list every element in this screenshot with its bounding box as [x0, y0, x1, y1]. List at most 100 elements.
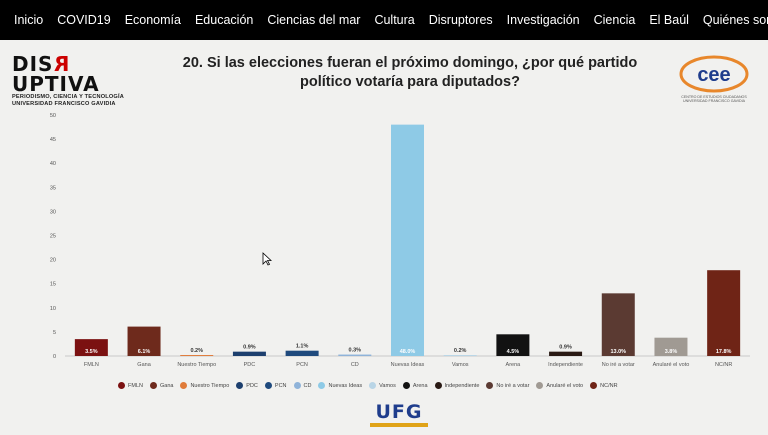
ufg-logo-text: UFG: [375, 401, 423, 423]
legend-item: Nuevas Ideas: [318, 382, 362, 389]
data-label: 13.0%: [610, 349, 626, 355]
category-label: Nuevas Ideas: [391, 362, 425, 368]
y-tick-label: 25: [50, 234, 56, 240]
slide: DISRUPTIVA PERIODISMO, CIENCIA Y TECNOLO…: [0, 40, 768, 435]
bar: [391, 124, 424, 356]
legend-swatch: [590, 382, 598, 389]
y-tick-label: 15: [50, 282, 56, 288]
legend-label: Anularé el voto: [546, 382, 584, 389]
legend-label: Nuestro Tiempo: [190, 382, 230, 389]
legend-item: PCN: [264, 382, 287, 389]
nav-item-quiénes-somos[interactable]: Quiénes somos: [702, 13, 768, 27]
legend-item: NC/NR: [590, 382, 618, 389]
category-label: No iré a votar: [602, 362, 635, 368]
category-label: FMLN: [84, 362, 99, 368]
legend-swatch: [318, 382, 326, 389]
legend-item: No iré a votar: [486, 382, 529, 389]
y-tick-label: 5: [53, 330, 56, 336]
nav-item-inicio[interactable]: Inicio: [14, 13, 44, 27]
legend-label: PCN: [274, 382, 287, 389]
y-tick-label: 40: [50, 161, 56, 167]
legend-label: Gana: [159, 382, 174, 389]
legend-swatch: [486, 382, 494, 389]
question-line-1: 20. Si las elecciones fueran el próximo …: [182, 55, 638, 71]
nav-item-ciencias-del-mar[interactable]: Ciencias del mar: [267, 13, 361, 27]
category-label: PCN: [296, 362, 308, 368]
legend-label: CD: [303, 382, 312, 389]
data-label: 48.0%: [400, 349, 416, 355]
bar: [601, 293, 635, 356]
y-tick-label: 30: [50, 209, 56, 215]
legend-label: Vamos: [379, 382, 396, 389]
y-tick-label: 50: [50, 113, 56, 119]
bar: [443, 355, 477, 356]
data-label: 0.2%: [454, 348, 467, 354]
nav-item-economía[interactable]: Economía: [124, 13, 181, 27]
bar: [285, 350, 319, 356]
cee-logo-text: cee: [697, 64, 730, 86]
disruptiva-logo[interactable]: DISRUPTIVA PERIODISMO, CIENCIA Y TECNOLO…: [12, 52, 132, 108]
bar: [549, 351, 583, 356]
bar: [338, 354, 372, 356]
nav-item-ciencia[interactable]: Ciencia: [593, 13, 636, 27]
data-label: 0.2%: [190, 348, 203, 354]
data-label: 3.8%: [665, 349, 678, 355]
legend-item: PDC: [236, 382, 258, 389]
y-tick-label: 20: [50, 258, 56, 264]
legend-label: PDC: [246, 382, 258, 389]
y-tick-label: 0: [53, 354, 56, 360]
legend-swatch: [434, 382, 442, 389]
data-label: 0.9%: [243, 345, 256, 351]
legend-item: Arena: [402, 382, 428, 389]
y-tick-label: 35: [50, 185, 56, 191]
nav-item-cultura[interactable]: Cultura: [374, 13, 415, 27]
legend-item: Nuestro Tiempo: [180, 382, 229, 389]
legend-swatch: [149, 382, 157, 389]
nav-item-investigación[interactable]: Investigación: [506, 13, 580, 27]
brand-name: DISRUPTIVA: [12, 52, 100, 96]
legend-item: Vamos: [369, 382, 396, 389]
y-tick-label: 45: [50, 137, 56, 143]
chart-legend: FMLN Gana Nuestro Tiempo PDC PCN CD Nuevas Ide…: [118, 382, 625, 389]
mouse-cursor-icon: [262, 252, 272, 266]
nav-item-el-baúl[interactable]: El Baúl: [649, 13, 689, 27]
data-label: 4.5%: [507, 349, 520, 355]
legend-label: NC/NR: [600, 382, 618, 389]
ufg-logo: UFG: [366, 401, 432, 429]
brand-university: UNIVERSIDAD FRANCISCO GAVIDIA: [12, 101, 116, 107]
legend-item: Gana: [149, 382, 174, 389]
chart-question: 20. Si las elecciones fueran el próximo …: [140, 54, 680, 92]
legend-swatch: [402, 382, 410, 389]
nav-item-disruptores[interactable]: Disruptores: [428, 13, 493, 27]
cee-caption: CENTRO DE ESTUDIOS CIUDADANOS: [681, 95, 747, 99]
legend-swatch: [536, 382, 544, 389]
cee-caption-university: UNIVERSIDAD FRANCISCO GAVIDIA: [682, 99, 746, 103]
legend-swatch: [369, 382, 377, 389]
legend-swatch: [118, 382, 125, 389]
legend-label: Nuevas Ideas: [328, 382, 363, 389]
category-label: Nuestro Tiempo: [177, 362, 216, 368]
legend-label: No iré a votar: [496, 382, 530, 389]
bar: [127, 326, 161, 356]
legend-swatch: [293, 382, 301, 389]
legend-swatch: [180, 382, 188, 389]
category-label: Independiente: [548, 362, 583, 368]
category-label: CD: [351, 362, 359, 368]
legend-swatch: [236, 382, 244, 389]
bar: [496, 334, 530, 356]
legend-item: Independiente: [434, 382, 480, 389]
bar: [654, 337, 688, 356]
category-label: Arena: [506, 362, 522, 368]
legend-swatch: [264, 382, 272, 389]
data-label: 17.8%: [716, 349, 732, 355]
legend-label: Independiente: [444, 382, 480, 389]
data-label: 1.1%: [296, 344, 309, 350]
bar-chart: 0 5 10 15 20 25 30 35 40 45 50 3.5% FMLN 6.1% Gana 0.2%…: [50, 113, 750, 368]
category-label: Anularé el voto: [653, 362, 690, 368]
legend-item: Anularé el voto: [536, 382, 583, 389]
nav-item-educación[interactable]: Educación: [194, 13, 254, 27]
legend-label: Arena: [412, 382, 428, 389]
data-label: 3.5%: [85, 349, 98, 355]
nav-item-covid19[interactable]: COVID19: [57, 13, 111, 27]
bar: [232, 351, 266, 356]
